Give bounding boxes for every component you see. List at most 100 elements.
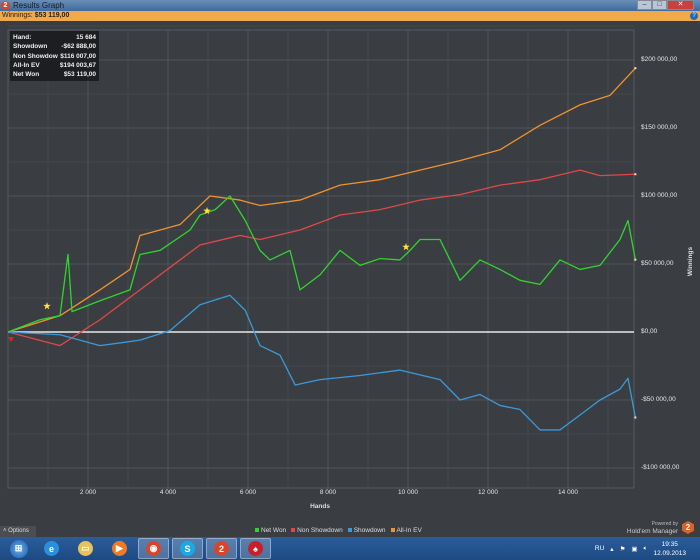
language-indicator[interactable]: RU xyxy=(594,545,605,552)
system-tray: RU ▴ ⚑ ▣ 🔈︎ 19:35 12.09.2013 xyxy=(595,537,700,560)
x-axis-title: Hands xyxy=(310,503,330,510)
options-label: Options xyxy=(8,528,29,534)
chrome-icon: ◉ xyxy=(146,541,161,556)
winnings-value: $53 119,00 xyxy=(34,12,70,19)
action-center-flag-icon[interactable]: ⚑ xyxy=(619,545,626,553)
series-line-net-won xyxy=(7,195,636,333)
help-icon[interactable]: ? xyxy=(690,12,698,20)
legend-swatch xyxy=(291,528,296,533)
media-player-icon: ▶ xyxy=(112,541,127,556)
chevron-up-icon: ˄ xyxy=(3,528,9,534)
info-label: All-In EV xyxy=(13,61,40,69)
network-icon[interactable]: ▣ xyxy=(631,545,638,553)
taskbar-holdem-manager[interactable]: 2 xyxy=(206,538,237,559)
clock[interactable]: 19:35 12.09.2013 xyxy=(653,540,686,558)
taskbar-skype[interactable]: S xyxy=(172,538,203,559)
windows-logo-icon: ⊞ xyxy=(9,539,28,558)
series-line-all-in-ev xyxy=(7,67,636,333)
legend-label: Showdown xyxy=(353,527,386,534)
series-line-non-showdown xyxy=(7,169,636,347)
legend-item[interactable]: Net Won xyxy=(255,527,286,534)
x-tick-label: 14 000 xyxy=(558,489,578,496)
info-value: -$62 888,00 xyxy=(61,43,96,51)
info-label: Hand: xyxy=(13,34,32,41)
taskbar: ⊞ e ▭ ▶ ◉ S 2 ♠ RU ▴ ⚑ ▣ 🔈︎ 19:35 12.09.2013 xyxy=(0,537,700,560)
taskbar-pokerstars[interactable]: ♠ xyxy=(240,538,271,559)
info-row-non-showdown: Non Showdow $116 007,00 xyxy=(13,52,96,61)
powered-by: Powered by xyxy=(651,521,678,527)
date: 12.09.2013 xyxy=(653,549,686,557)
info-value: $116 007,00 xyxy=(60,52,96,60)
series-end-point xyxy=(634,173,637,176)
x-tick-label: 12 000 xyxy=(478,489,498,496)
skype-icon: S xyxy=(180,541,195,556)
start-marker xyxy=(8,337,14,342)
legend-label: All-In EV xyxy=(396,527,422,534)
star-marker xyxy=(203,206,211,215)
info-row-hand: Hand: 15 684 xyxy=(13,33,96,42)
holdem-manager-icon: 2 xyxy=(214,541,229,556)
star-marker xyxy=(43,302,51,310)
series-end-point xyxy=(634,258,637,261)
legend-label: Non Showdown xyxy=(297,527,343,534)
star-marker xyxy=(402,243,410,251)
info-label: Showdown xyxy=(13,43,48,51)
close-button[interactable]: ✕ xyxy=(667,0,694,10)
x-tick-label: 6 000 xyxy=(239,489,257,496)
y-tick-label: -$50 000,00 xyxy=(641,396,676,403)
series-line-showdown xyxy=(7,294,636,431)
explorer-icon: ▭ xyxy=(78,541,93,556)
legend-swatch xyxy=(347,528,352,533)
info-value: $194 003,67 xyxy=(59,61,96,69)
taskbar-explorer[interactable]: ▭ xyxy=(70,538,101,559)
series-end-point xyxy=(634,416,637,419)
time: 19:35 xyxy=(661,540,678,548)
y-tick-label: $150 000,00 xyxy=(641,124,678,131)
y-tick-label: $100 000,00 xyxy=(641,192,678,199)
info-row-showdown: Showdown -$62 888,00 xyxy=(13,42,96,51)
app-icon: 2 xyxy=(1,1,10,10)
legend-item[interactable]: Non Showdown xyxy=(291,527,343,534)
plot-area xyxy=(7,29,635,489)
info-value: 15 684 xyxy=(76,34,96,41)
y-tick-label: $0,00 xyxy=(641,328,658,335)
minimize-button[interactable]: – xyxy=(637,0,652,10)
winnings-label: Winnings: xyxy=(2,12,33,19)
pokerstars-icon: ♠ xyxy=(248,541,263,556)
winnings-bar: Winnings: $53 119,00 ? xyxy=(0,11,700,21)
taskbar-internet-explorer[interactable]: e xyxy=(36,538,67,559)
window-title: Results Graph xyxy=(13,1,65,10)
x-tick-label: 10 000 xyxy=(398,489,418,496)
legend-swatch xyxy=(255,528,259,533)
options-toggle[interactable]: ˄ Options xyxy=(0,526,36,537)
start-button[interactable]: ⊞ xyxy=(3,538,34,559)
y-tick-label: $50 000,00 xyxy=(641,260,674,267)
legend-item[interactable]: All-In EV xyxy=(390,527,422,534)
volume-icon[interactable]: 🔈︎ xyxy=(643,544,648,552)
taskbar-media-player[interactable]: ▶ xyxy=(104,538,135,559)
show-hidden-icons[interactable]: ▴ xyxy=(610,545,614,553)
info-label: Net Won xyxy=(13,71,40,79)
y-axis-title: Winnings xyxy=(687,246,695,277)
title-bar: 2 Results Graph – □ ✕ xyxy=(0,0,700,11)
maximize-button[interactable]: □ xyxy=(652,0,667,10)
y-tick-label: $200 000,00 xyxy=(641,56,678,63)
legend-item[interactable]: Showdown xyxy=(347,527,386,534)
x-tick-label: 8 000 xyxy=(319,489,337,496)
info-label: Non Showdow xyxy=(13,52,58,60)
series-end-point xyxy=(634,67,637,70)
info-row-net-won: Net Won $53 119,00 xyxy=(13,70,96,79)
y-tick-label: -$100 000,00 xyxy=(641,464,680,471)
x-tick-label: 2 000 xyxy=(79,489,97,496)
info-row-allin-ev: All-In EV $194 003,67 xyxy=(13,61,96,70)
brand-name: Hold'em Manager xyxy=(626,528,678,535)
legend-swatch xyxy=(390,528,395,533)
legend: Net Won Non Showdown Showdown All-In EV xyxy=(255,527,422,534)
internet-explorer-icon: e xyxy=(44,541,59,556)
hover-info-box: Hand: 15 684 Showdown -$62 888,00 Non Show… xyxy=(10,31,99,81)
info-value: $53 119,00 xyxy=(63,71,96,79)
hm-logo: 2 xyxy=(682,521,694,534)
taskbar-chrome[interactable]: ◉ xyxy=(138,538,169,559)
x-tick-label: 4 000 xyxy=(159,489,177,496)
